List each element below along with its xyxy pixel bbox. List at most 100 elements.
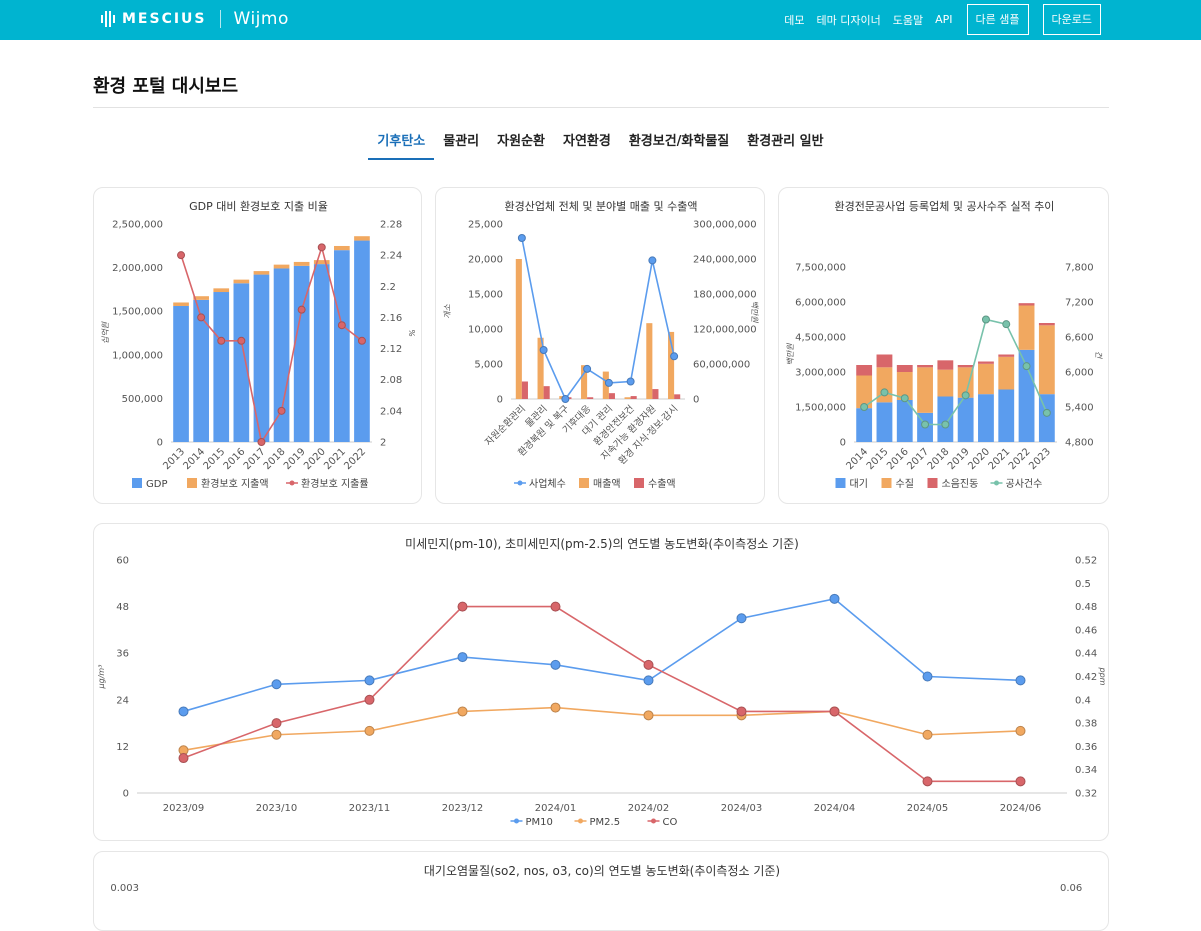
nav-link-api[interactable]: API xyxy=(935,13,953,26)
tab-environment-general[interactable]: 환경관리 일반 xyxy=(747,134,824,149)
data-point xyxy=(626,377,635,386)
bar xyxy=(978,361,994,364)
brand-name: MESCIUS xyxy=(122,11,207,27)
y2-tick-label: 2.24 xyxy=(380,251,402,262)
y-tick-label: 500,000 xyxy=(122,394,163,405)
chart-card-industry: 환경산업체 전체 및 분야별 매출 및 수출액 0 5,000 10,000 15,00… xyxy=(435,187,765,504)
brand-divider xyxy=(219,10,221,28)
y-tick-label: 0 xyxy=(157,438,163,449)
x-tick-label: 2024/03 xyxy=(721,803,763,814)
legend-label: 사업체수 xyxy=(529,477,566,490)
nav-link-demo[interactable]: 데모 xyxy=(784,13,805,27)
y2-tick-label: 0.5 xyxy=(1075,579,1091,590)
legend-swatch xyxy=(927,478,938,488)
x-tick-label: 2015 xyxy=(865,446,891,472)
bar xyxy=(998,354,1015,357)
nav-link-theme-designer[interactable]: 테마 디자이너 xyxy=(816,13,881,27)
chart-card-air-pollutants: 대기오염물질(so2, nos, o3, co)의 연도별 농도변화(추이측정소… xyxy=(93,851,1109,931)
tab-health-chemicals[interactable]: 환경보건/화학물질 xyxy=(628,134,730,149)
series-line xyxy=(180,244,363,445)
data-point xyxy=(1002,320,1011,329)
x-tick-label: 2022 xyxy=(1007,446,1033,472)
top-header: MESCIUS Wijmo 데모 테마 디자이너 도움말 API 다른 샘플 다… xyxy=(0,0,1201,40)
bar xyxy=(978,394,994,442)
bar xyxy=(608,393,615,399)
x-tick-label: 2024/06 xyxy=(1000,803,1042,814)
data-point xyxy=(457,706,468,717)
download-button[interactable]: 다운로드 xyxy=(1042,4,1101,35)
data-point xyxy=(736,706,747,717)
legend-label: 공사건수 xyxy=(1006,478,1043,490)
bar xyxy=(896,372,913,400)
y2-tick-label: 2.04 xyxy=(380,406,402,417)
y2-tick-label: 0.32 xyxy=(1075,789,1097,800)
mescius-logo-icon xyxy=(101,11,115,27)
y2-tick-label: 7,800 xyxy=(1065,263,1094,274)
air-pollutants-chart: 대기오염물질(so2, nos, o3, co)의 연도별 농도변화(추이측정소… xyxy=(110,864,1082,894)
chart-card-gdp: GDP 대비 환경보호 지출 비율 0 500,000 1,000,000 1,500,… xyxy=(93,187,422,504)
y-tick-label: 0 xyxy=(840,438,846,449)
y2-axis-title: % xyxy=(407,329,416,337)
legend-label: 수출액 xyxy=(648,478,676,490)
legend-label: 소음진동 xyxy=(942,478,979,490)
y-axis-title: 백만원 xyxy=(786,343,795,366)
page-title: 환경 포털 대시보드 xyxy=(93,76,239,97)
y-tick-label: 25,000 xyxy=(468,220,503,231)
bar xyxy=(293,261,310,266)
title-divider xyxy=(93,107,1109,108)
legend-label: 매출액 xyxy=(593,478,621,490)
x-tick-label: 2019 xyxy=(946,446,972,472)
bar xyxy=(233,279,250,284)
y2-tick-label: 0.44 xyxy=(1075,649,1097,660)
x-tick-label: 2023/10 xyxy=(256,803,298,814)
data-point xyxy=(271,729,282,740)
y-axis-title: μg/m³ xyxy=(97,665,106,690)
brand-logo[interactable]: MESCIUS Wijmo xyxy=(100,9,289,29)
bar xyxy=(1018,349,1035,442)
data-point xyxy=(921,420,930,429)
x-tick-label: 2013 xyxy=(161,446,187,472)
data-point xyxy=(829,706,840,717)
bar xyxy=(856,408,873,442)
data-point xyxy=(1015,675,1026,686)
bar xyxy=(674,394,681,399)
chart-card-construction: 환경전문공사업 등록업체 및 공사수주 실적 추이 0 1,500,000 3,000… xyxy=(778,187,1109,504)
bar xyxy=(896,400,913,442)
data-point xyxy=(561,395,570,403)
data-point xyxy=(539,346,548,354)
data-point xyxy=(297,305,306,314)
tab-resource-recycling[interactable]: 자원순환 xyxy=(497,134,545,149)
data-point xyxy=(457,601,468,612)
bar xyxy=(537,337,544,399)
bar xyxy=(1018,305,1035,350)
series-line xyxy=(183,605,1021,783)
x-tick-label: 2023/11 xyxy=(349,803,391,814)
data-point xyxy=(648,256,657,265)
data-point xyxy=(217,336,226,345)
nav-link-help[interactable]: 도움말 xyxy=(892,13,924,27)
bar xyxy=(213,288,230,293)
data-point xyxy=(257,438,266,446)
data-point xyxy=(550,601,561,612)
chart-card-fine-dust: 미세민지(pm-10), 초미세민지(pm-2.5)의 연도별 농도변화(추이측… xyxy=(93,523,1109,841)
chart-title: 미세민지(pm-10), 초미세민지(pm-2.5)의 연도별 농도변화(추이측… xyxy=(405,537,799,551)
tab-climate-carbon[interactable]: 기후탄소 xyxy=(368,128,435,160)
legend-label: 대기 xyxy=(850,478,868,490)
other-samples-button[interactable]: 다른 샘플 xyxy=(966,4,1029,35)
data-point xyxy=(364,694,375,705)
legend-label: 수질 xyxy=(896,478,914,490)
product-name: Wijmo xyxy=(233,9,289,29)
series-line xyxy=(183,706,1021,752)
bar xyxy=(173,302,189,306)
bar xyxy=(313,260,330,265)
tab-natural-environment[interactable]: 자연환경 xyxy=(563,134,611,149)
legend-swatch xyxy=(187,478,197,488)
y-tick-label: 3,000,000 xyxy=(795,368,846,379)
x-tick-label: 2023/12 xyxy=(442,803,484,814)
legend-swatch xyxy=(634,478,644,488)
y2-tick-label: 0.46 xyxy=(1075,625,1097,636)
chart-title: GDP 대비 환경보호 지출 비율 xyxy=(189,200,328,213)
data-point xyxy=(178,706,189,717)
tab-water[interactable]: 물관리 xyxy=(443,134,480,149)
bar xyxy=(587,397,594,399)
